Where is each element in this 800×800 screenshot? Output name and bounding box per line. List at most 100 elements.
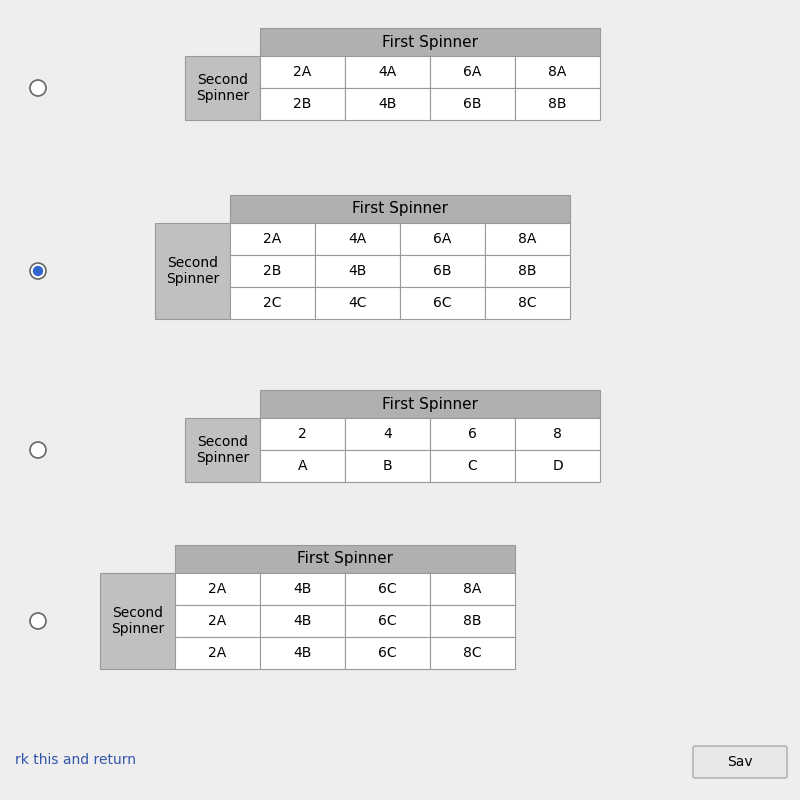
Text: 4B: 4B [294, 582, 312, 596]
Text: 8C: 8C [463, 646, 482, 660]
Text: 6: 6 [468, 427, 477, 441]
Text: 6C: 6C [378, 614, 397, 628]
Bar [315, 255, 400, 287]
Text: First Spinner: First Spinner [297, 551, 393, 566]
Bar [260, 605, 345, 637]
Text: 4A: 4A [348, 232, 366, 246]
Text: 6B: 6B [434, 264, 452, 278]
Bar [515, 450, 600, 482]
Text: 2A: 2A [208, 614, 226, 628]
Text: 8A: 8A [518, 232, 537, 246]
Bar [155, 223, 230, 319]
Text: 4B: 4B [348, 264, 366, 278]
FancyBboxPatch shape [693, 746, 787, 778]
Bar [485, 223, 570, 255]
Text: 4C: 4C [348, 296, 366, 310]
Bar [345, 418, 430, 450]
Text: C: C [468, 459, 478, 473]
Circle shape [30, 80, 46, 96]
Bar [260, 56, 345, 88]
Text: 2C: 2C [263, 296, 282, 310]
Bar [230, 255, 315, 287]
Bar [260, 637, 345, 669]
Bar [315, 287, 400, 319]
Bar [515, 56, 600, 88]
Text: A: A [298, 459, 307, 473]
Text: 4B: 4B [294, 614, 312, 628]
Text: First Spinner: First Spinner [382, 397, 478, 411]
Text: 4: 4 [383, 427, 392, 441]
Circle shape [30, 613, 46, 629]
Bar [430, 88, 515, 120]
Bar [260, 390, 600, 418]
Text: 6A: 6A [463, 65, 482, 79]
Bar [430, 605, 515, 637]
Text: 2: 2 [298, 427, 307, 441]
Bar [400, 255, 485, 287]
Text: Second
Spinner: Second Spinner [196, 435, 249, 465]
Circle shape [34, 266, 42, 275]
Bar [345, 605, 430, 637]
Bar [230, 195, 570, 223]
Text: 8A: 8A [548, 65, 566, 79]
Bar [260, 88, 345, 120]
Bar [485, 287, 570, 319]
Text: D: D [552, 459, 563, 473]
Text: 6B: 6B [463, 97, 482, 111]
Text: 8A: 8A [463, 582, 482, 596]
Text: Second
Spinner: Second Spinner [166, 256, 219, 286]
Bar [260, 418, 345, 450]
Bar [260, 450, 345, 482]
Bar [345, 56, 430, 88]
Text: 4A: 4A [378, 65, 397, 79]
Text: 8B: 8B [518, 264, 537, 278]
Bar [175, 605, 260, 637]
Bar [485, 255, 570, 287]
Text: 8: 8 [553, 427, 562, 441]
Bar [345, 450, 430, 482]
Text: 2A: 2A [294, 65, 312, 79]
Bar [345, 88, 430, 120]
Text: rk this and return: rk this and return [15, 753, 136, 767]
Bar [430, 418, 515, 450]
Bar [515, 418, 600, 450]
Bar [400, 287, 485, 319]
Text: 2A: 2A [263, 232, 282, 246]
Text: 2B: 2B [294, 97, 312, 111]
Bar [430, 450, 515, 482]
Bar [430, 573, 515, 605]
Text: 4B: 4B [294, 646, 312, 660]
Text: 6C: 6C [433, 296, 452, 310]
Text: 6A: 6A [434, 232, 452, 246]
Bar [345, 573, 430, 605]
Bar [345, 637, 430, 669]
Text: 6C: 6C [378, 582, 397, 596]
Bar [400, 223, 485, 255]
Bar [515, 88, 600, 120]
Text: First Spinner: First Spinner [352, 202, 448, 217]
Bar [260, 28, 600, 56]
Text: 2A: 2A [208, 582, 226, 596]
Bar [315, 223, 400, 255]
Bar [100, 573, 175, 669]
Text: 2A: 2A [208, 646, 226, 660]
Bar [175, 545, 515, 573]
Bar [430, 56, 515, 88]
Text: 8B: 8B [463, 614, 482, 628]
Text: Sav: Sav [727, 755, 753, 769]
Bar [185, 418, 260, 482]
Text: 4B: 4B [378, 97, 397, 111]
Text: Second
Spinner: Second Spinner [111, 606, 164, 636]
Circle shape [30, 442, 46, 458]
Bar [175, 637, 260, 669]
Bar [230, 223, 315, 255]
Text: 2B: 2B [263, 264, 282, 278]
Text: 8B: 8B [548, 97, 566, 111]
Text: First Spinner: First Spinner [382, 34, 478, 50]
Text: 6C: 6C [378, 646, 397, 660]
Bar [260, 573, 345, 605]
Bar [175, 573, 260, 605]
Bar [185, 56, 260, 120]
Bar [230, 287, 315, 319]
Circle shape [30, 263, 46, 279]
